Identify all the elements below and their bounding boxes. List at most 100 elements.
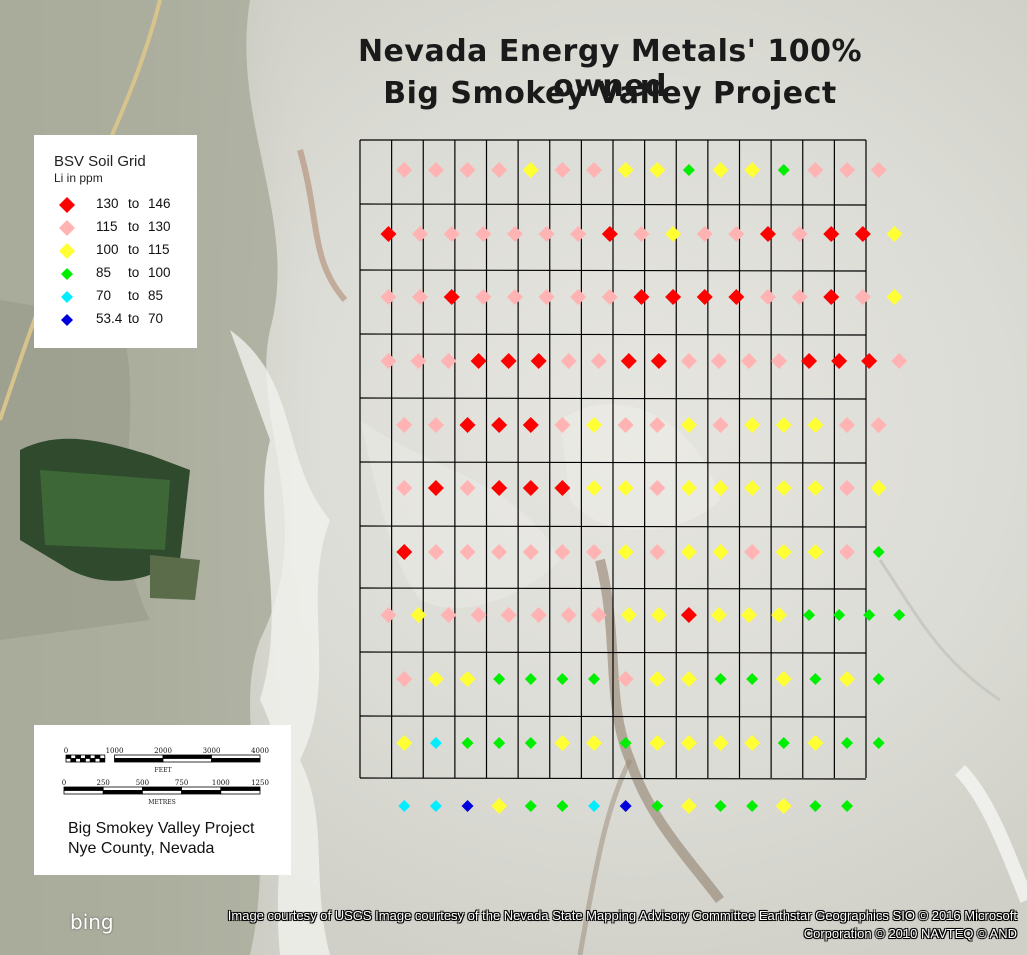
metre-tick-label: 250 <box>97 779 110 787</box>
sample-point <box>886 289 903 305</box>
legend-subtitle: Li in ppm <box>54 171 103 185</box>
sample-point <box>522 417 539 433</box>
sample-point <box>554 544 571 560</box>
sample-point <box>823 289 840 305</box>
sample-point <box>620 353 637 369</box>
sample-point <box>696 289 713 305</box>
sample-point <box>712 544 729 560</box>
sample-point <box>396 735 413 751</box>
legend-class-to: to <box>128 196 140 211</box>
sample-point <box>461 800 474 812</box>
sample-point <box>470 353 487 369</box>
sample-point <box>443 226 460 242</box>
sample-point <box>809 800 822 812</box>
sample-point <box>854 289 871 305</box>
legend-symbol <box>61 291 73 303</box>
sample-point <box>801 353 818 369</box>
feet-scale-segment <box>65 758 72 763</box>
sample-point <box>775 798 792 814</box>
sample-point <box>712 735 729 751</box>
feet-scale-segment <box>99 758 106 763</box>
feet-tick-label: 0 <box>64 747 68 755</box>
sample-point <box>443 289 460 305</box>
sample-point <box>680 798 697 814</box>
sample-point <box>506 226 523 242</box>
map-title-line2: Big Smokey Valley Project <box>383 76 837 111</box>
sample-point <box>586 417 603 433</box>
feet-scale-segment <box>75 754 81 759</box>
legend-class-to: to <box>128 242 140 257</box>
soil-sample-grid <box>359 139 867 780</box>
legend-symbol <box>61 268 73 280</box>
sample-point <box>588 800 601 812</box>
sample-point <box>841 737 854 749</box>
sample-point <box>554 735 571 751</box>
metre-scale-segment <box>142 790 183 795</box>
feet-scale-segment <box>162 758 212 763</box>
sample-point <box>619 737 632 749</box>
sample-point <box>649 480 666 496</box>
legend-diamond-icon <box>59 197 75 213</box>
metre-tick-label: 500 <box>136 779 149 787</box>
feet-scale-segment <box>80 754 86 759</box>
feet-unit-label: FEET <box>155 767 172 774</box>
feet-scale-segment <box>89 758 96 763</box>
legend-title: BSV Soil Grid <box>54 153 146 170</box>
feet-scale-segment <box>211 754 261 759</box>
sample-point <box>823 226 840 242</box>
sample-point <box>777 164 790 176</box>
feet-scale-segment <box>80 758 86 763</box>
metre-scale-segment <box>63 786 104 791</box>
sample-point <box>633 226 650 242</box>
legend-class-low: 130 <box>96 196 119 211</box>
feet-scale-segment <box>162 754 212 759</box>
legend-class-high: 115 <box>148 242 170 257</box>
legend-class-low: 115 <box>96 219 118 234</box>
sample-point <box>412 289 429 305</box>
sample-point <box>570 289 587 305</box>
sample-point <box>807 480 824 496</box>
legend-class-high: 130 <box>148 219 171 234</box>
sample-point <box>429 737 442 749</box>
legend-diamond-icon <box>61 314 73 326</box>
sample-point <box>775 480 792 496</box>
legend-symbol <box>59 220 75 236</box>
feet-scale-segment <box>94 754 101 759</box>
sample-point <box>410 353 427 369</box>
metre-tick-label: 1250 <box>251 779 269 787</box>
feet-scale-segment <box>94 758 101 763</box>
project-name: Big Smokey Valley Project <box>68 820 255 837</box>
feet-scale-segment <box>75 758 81 763</box>
sample-point <box>791 226 808 242</box>
sample-point <box>680 544 697 560</box>
sample-point <box>872 737 885 749</box>
sample-point <box>728 226 745 242</box>
feet-scale-segment <box>70 754 77 759</box>
feet-scale-segment <box>99 754 106 759</box>
county-name: Nye County, Nevada <box>68 840 215 857</box>
legend-class-row: 100 to 115 <box>54 239 197 262</box>
sample-point <box>746 673 759 685</box>
sample-point <box>744 480 761 496</box>
sample-point <box>524 737 537 749</box>
sample-point <box>803 609 816 621</box>
sample-point <box>839 671 856 687</box>
sample-point <box>380 226 397 242</box>
sample-point <box>491 417 508 433</box>
sample-point <box>475 226 492 242</box>
attribution-line2: Corporation © 2010 NAVTEQ © AND <box>803 926 1017 941</box>
sample-point <box>601 226 618 242</box>
sample-point <box>461 737 474 749</box>
sample-point <box>560 353 577 369</box>
sample-point <box>807 735 824 751</box>
legend-class-low: 85 <box>96 265 112 280</box>
legend-class-high: 70 <box>148 311 164 326</box>
sample-point <box>680 480 697 496</box>
sample-point <box>775 544 792 560</box>
feet-scale-segment <box>89 754 96 759</box>
sample-point <box>617 544 634 560</box>
sample-point <box>665 226 682 242</box>
sample-point <box>459 480 476 496</box>
sample-point <box>500 353 517 369</box>
sample-point <box>650 607 667 623</box>
